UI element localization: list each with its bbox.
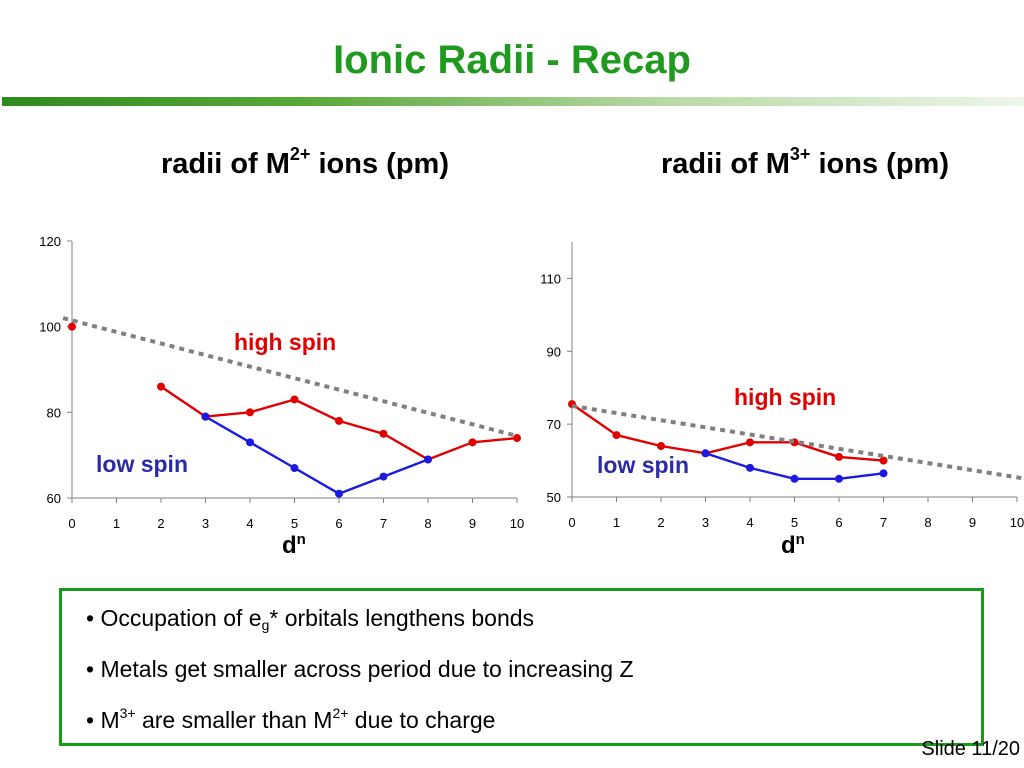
left-x-tick-label: 4 bbox=[246, 516, 253, 531]
right-high-spin-point bbox=[746, 438, 754, 447]
left-x-tick-label: 9 bbox=[469, 516, 476, 531]
right-x-tick-label: 3 bbox=[702, 515, 709, 530]
right-heading-suffix: ions (pm) bbox=[810, 148, 949, 180]
bullet-charge-post: due to charge bbox=[348, 707, 496, 733]
left-y-tick-label: 120 bbox=[39, 234, 61, 249]
left-high-spin-point bbox=[513, 434, 521, 443]
left-heading-suffix: ions (pm) bbox=[310, 148, 449, 180]
right-low-spin-point bbox=[746, 463, 754, 472]
left-low-spin-point bbox=[379, 472, 388, 481]
right-x-tick-label: 0 bbox=[568, 515, 575, 530]
slide-title: Ionic Radii - Recap bbox=[333, 38, 691, 82]
right-x-tick-label: 4 bbox=[746, 515, 753, 530]
left-x-tick-label: 10 bbox=[510, 516, 524, 531]
right-x-tick-label: 7 bbox=[880, 515, 887, 530]
right-trend-line bbox=[571, 403, 1024, 481]
left-low-spin-point bbox=[335, 489, 343, 498]
left-y-tick-label: 60 bbox=[47, 491, 61, 506]
bullet-eg-mark: • bbox=[86, 605, 101, 631]
right-x-tick-label: 9 bbox=[969, 515, 976, 530]
left-high-spin-point bbox=[290, 395, 299, 404]
right-high-spin-point bbox=[879, 456, 888, 465]
left-high-spin-label: high spin bbox=[234, 329, 336, 355]
right-heading-prefix: radii of M bbox=[661, 148, 790, 180]
right-high-spin-point bbox=[835, 452, 843, 461]
summary-box: • Occupation of eg* orbitals lengthens b… bbox=[59, 588, 984, 746]
bullet-eg-orbitals: • Occupation of eg* orbitals lengthens b… bbox=[86, 605, 534, 632]
right-low-spin-point bbox=[701, 449, 710, 458]
bullet-charge-pre: • M bbox=[86, 707, 120, 733]
right-low-spin-point bbox=[790, 474, 799, 483]
left-x-tick-label: 5 bbox=[291, 516, 298, 531]
bullet-period-trend: • Metals get smaller across period due t… bbox=[86, 656, 634, 682]
right-y-tick-label: 110 bbox=[540, 271, 561, 286]
left-x-tick-label: 3 bbox=[202, 516, 209, 531]
left-x-tick-label: 1 bbox=[113, 516, 120, 531]
title-rule bbox=[2, 97, 1024, 106]
right-y-tick-label: 50 bbox=[547, 490, 561, 505]
left-high-spin-point bbox=[468, 438, 477, 447]
left-x-tick-label: 8 bbox=[424, 516, 431, 531]
left-low-spin-point bbox=[246, 438, 254, 447]
left-low-spin-label: low spin bbox=[96, 451, 188, 477]
left-high-spin-point bbox=[246, 408, 254, 417]
right-high-spin-point bbox=[612, 431, 621, 440]
right-high-spin-point bbox=[657, 442, 665, 450]
left-heading-prefix: radii of M bbox=[161, 148, 290, 180]
right-heading-sup: 3+ bbox=[789, 144, 811, 164]
left-x-tick-label: 2 bbox=[157, 516, 164, 531]
left-high-spin-point bbox=[335, 416, 343, 425]
right-x-tick-label: 10 bbox=[1010, 515, 1024, 530]
left-trend-line bbox=[62, 316, 518, 438]
bullet-eg-sub: g bbox=[261, 617, 270, 633]
right-low-spin-point bbox=[879, 469, 888, 478]
bullet-charge-sup2: 2+ bbox=[332, 705, 349, 721]
left-high-spin-point bbox=[68, 322, 76, 331]
bullet-charge: • M3+ are smaller than M2+ due to charge bbox=[86, 705, 496, 734]
left-x-tick-label: 0 bbox=[68, 516, 75, 531]
right-x-tick-label: 1 bbox=[613, 515, 620, 530]
left-x-tick-label: 6 bbox=[335, 516, 342, 531]
right-x-axis-label: dn bbox=[781, 531, 805, 559]
left-y-tick-label: 100 bbox=[39, 320, 61, 335]
slide-number: Slide 11/20 bbox=[921, 738, 1020, 760]
right-high-spin-label: high spin bbox=[734, 384, 836, 410]
right-x-tick-label: 5 bbox=[791, 515, 798, 530]
left-x-axis-label: dn bbox=[282, 531, 306, 559]
right-x-tick-label: 8 bbox=[924, 515, 931, 530]
bullet-charge-sup1: 3+ bbox=[119, 705, 136, 721]
right-high-spin-line bbox=[571, 403, 884, 462]
left-low-spin-point bbox=[424, 455, 432, 464]
left-high-spin-point bbox=[379, 429, 388, 438]
left-chart-heading: radii of M2+ ions (pm) bbox=[120, 145, 490, 181]
bullet-eg-post: * orbitals lengthens bonds bbox=[269, 605, 535, 631]
right-y-tick-label: 90 bbox=[547, 344, 561, 359]
left-heading-sup: 2+ bbox=[289, 144, 311, 164]
right-low-spin-label: low spin bbox=[597, 452, 689, 478]
right-chart-heading: radii of M3+ ions (pm) bbox=[620, 145, 990, 181]
left-x-tick-label: 7 bbox=[380, 516, 387, 531]
right-low-spin-point bbox=[835, 474, 843, 483]
right-y-tick-label: 70 bbox=[547, 417, 561, 432]
bullet-charge-mid: are smaller than M bbox=[135, 707, 333, 733]
left-low-spin-line bbox=[204, 415, 429, 495]
left-high-spin-point bbox=[157, 382, 165, 391]
right-x-tick-label: 6 bbox=[835, 515, 842, 530]
right-x-tick-label: 2 bbox=[657, 515, 664, 530]
left-low-spin-point bbox=[201, 412, 210, 421]
left-low-spin-point bbox=[290, 464, 299, 473]
bullet-eg-pre: Occupation of e bbox=[100, 605, 262, 631]
left-y-tick-label: 80 bbox=[47, 405, 61, 420]
